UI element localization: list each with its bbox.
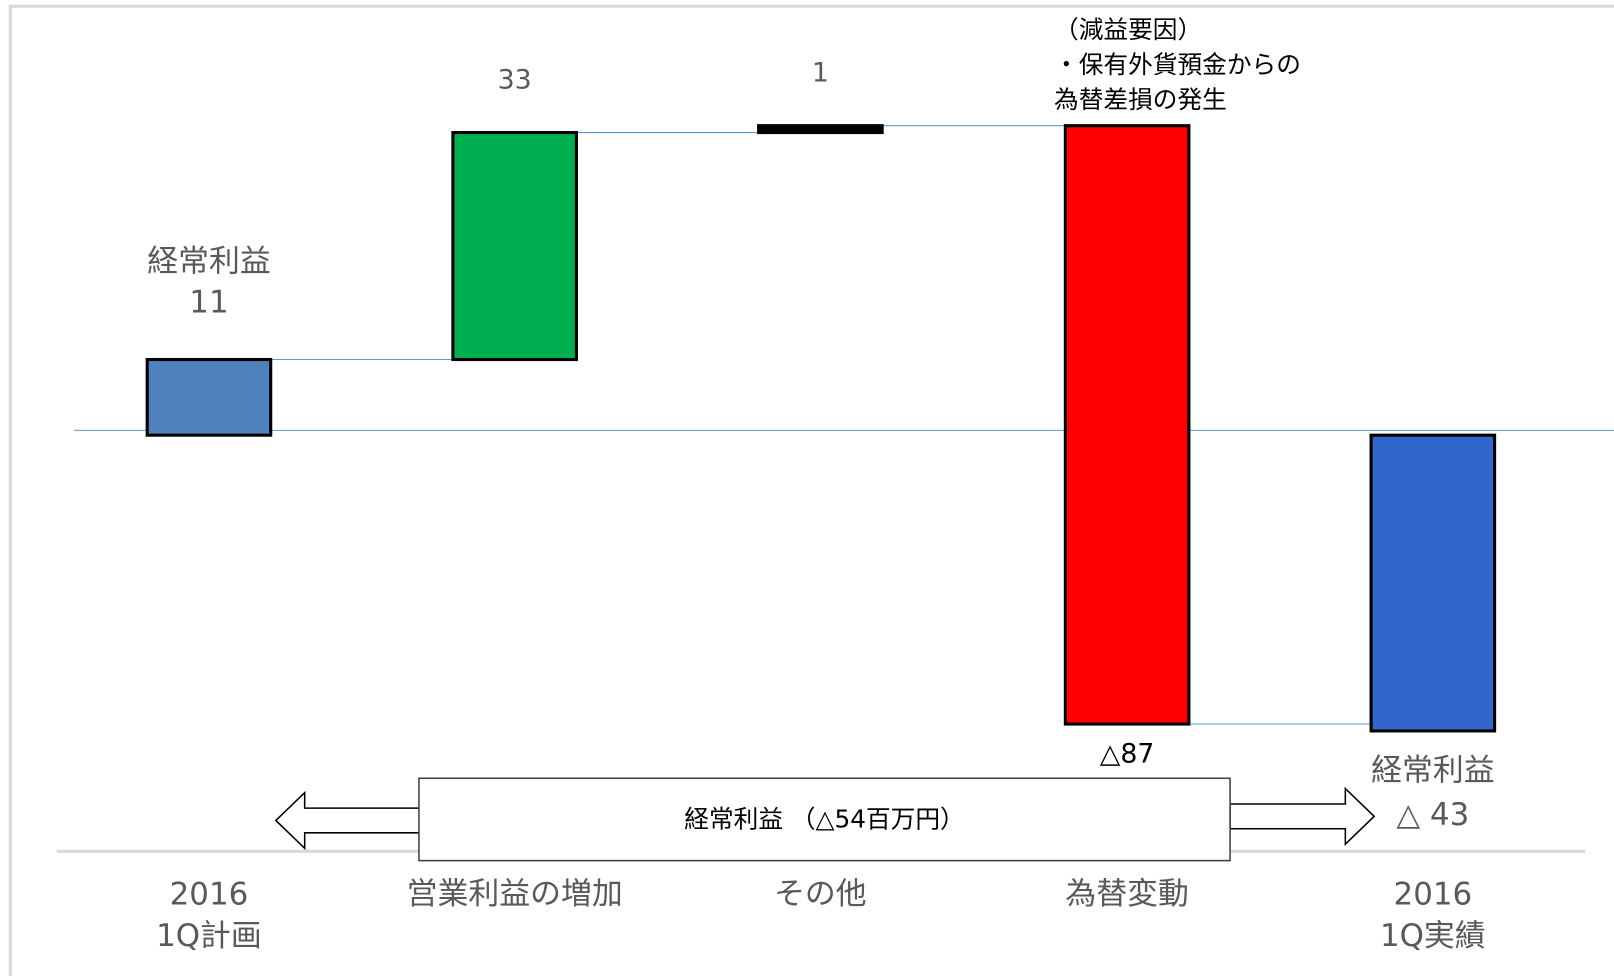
- frame: [8, 4, 1614, 976]
- value-label: 1: [812, 58, 829, 89]
- text-line: 2016: [1394, 876, 1473, 912]
- x-tick-label: 営業利益の増加: [407, 876, 623, 912]
- text-line: 為替差損の発生: [1054, 85, 1227, 114]
- value-label: 11: [189, 284, 228, 320]
- text-line: ・保有外貨預金からの: [1054, 50, 1301, 79]
- text-line: 1Q実績: [1380, 917, 1486, 953]
- x-tick-label: 2016 1Q計画: [156, 876, 262, 953]
- text-line: 1Q計画: [156, 917, 262, 953]
- value-label: △87: [1100, 738, 1155, 769]
- total-label: 経常利益: [147, 243, 271, 279]
- x-tick-label: 2016 1Q実績: [1380, 876, 1486, 953]
- bar: [451, 131, 578, 362]
- annotation: （減益要因） ・保有外貨預金からの為替差損の発生: [1054, 15, 1301, 114]
- arrow-left: [274, 790, 421, 851]
- arrow-right: [1229, 786, 1376, 846]
- text-line: 2016: [170, 876, 249, 912]
- x-tick-label: 為替変動: [1065, 876, 1189, 912]
- value-label: 33: [498, 65, 532, 96]
- bar: [1369, 433, 1497, 733]
- x-tick-label: その他: [774, 876, 867, 912]
- bar: [757, 124, 884, 135]
- bar: [145, 357, 273, 437]
- bar: [1063, 124, 1191, 726]
- total-label: 経常利益: [1371, 753, 1495, 789]
- value-label: △ 43: [1396, 797, 1469, 833]
- summary-box: [418, 777, 1231, 862]
- summary-text: 経常利益 （△54百万円）: [684, 804, 964, 833]
- text-line: （減益要因）: [1054, 15, 1202, 44]
